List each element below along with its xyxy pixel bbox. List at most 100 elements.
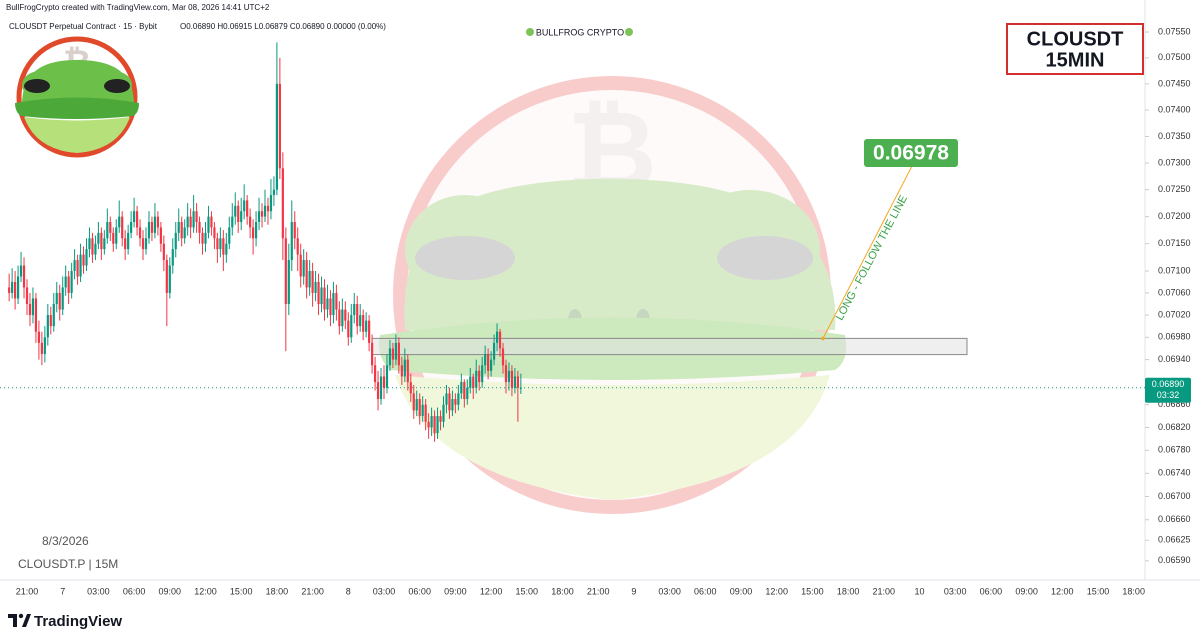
- x-tick-label: 15:00: [516, 586, 539, 596]
- candle-body: [451, 399, 454, 411]
- y-tick-label: 0.07200: [1158, 211, 1191, 221]
- target-point: [821, 336, 825, 341]
- candle-body: [400, 365, 403, 377]
- candle-body: [418, 399, 421, 417]
- y-tick-label: 0.06820: [1158, 422, 1191, 432]
- candle-body: [156, 216, 159, 228]
- candle-body: [28, 303, 32, 316]
- candle-body: [281, 168, 284, 239]
- candle-body: [201, 232, 204, 244]
- y-tick-label: 0.07350: [1158, 131, 1191, 141]
- x-tick-label: 21:00: [873, 586, 896, 596]
- candle-body: [141, 238, 145, 250]
- attribution: BullFrogCrypto created with TradingView.…: [6, 3, 270, 12]
- badge-symbol: CLOUSDT: [1027, 28, 1124, 50]
- candle-body: [341, 309, 344, 327]
- candle-body: [144, 238, 148, 250]
- x-tick-label: 12:00: [194, 586, 217, 596]
- target-line: [822, 165, 913, 339]
- candle-body: [427, 421, 430, 428]
- candle-body: [394, 342, 397, 360]
- candle-body: [484, 354, 487, 366]
- x-tick-label: 09:00: [444, 586, 467, 596]
- candle-body: [403, 359, 406, 377]
- candle-body: [43, 337, 46, 355]
- candle-body: [257, 211, 261, 223]
- candle-body: [58, 292, 61, 310]
- watermark-icon: [526, 28, 534, 36]
- x-tick-label: 8: [346, 586, 351, 596]
- candle-body: [495, 331, 499, 343]
- candle-body: [475, 370, 478, 388]
- x-tick-label: 9: [631, 586, 636, 596]
- y-tick-label: 0.07300: [1158, 157, 1191, 167]
- watermark-icon: [625, 28, 633, 36]
- candle-body: [332, 292, 335, 316]
- symbol-note: CLOUSDT.P | 15M: [18, 557, 118, 571]
- candle-body: [436, 416, 439, 434]
- y-tick-label: 0.06590: [1158, 555, 1191, 565]
- x-tick-label: 18:00: [551, 586, 574, 596]
- candle-body: [25, 287, 29, 304]
- candle-body: [127, 232, 130, 250]
- candle-body: [326, 298, 329, 310]
- candle-body: [344, 309, 347, 321]
- candle-body: [278, 83, 281, 169]
- x-tick-label: 21:00: [301, 586, 324, 596]
- candle-body: [308, 270, 311, 288]
- candle-body: [237, 205, 240, 223]
- x-tick-label: 18:00: [837, 586, 860, 596]
- countdown: 03:32: [1157, 390, 1180, 400]
- candle-body: [442, 404, 445, 422]
- plot-area: 0.07550 0.07500 0.07450 0.07400 0.07350 0.073…: [0, 26, 1191, 596]
- candle-body: [415, 399, 418, 411]
- y-tick-label: 0.06700: [1158, 491, 1191, 501]
- candle-body: [171, 249, 174, 266]
- candle-body: [186, 216, 189, 228]
- candle-body: [353, 303, 356, 316]
- candle-body: [82, 254, 85, 266]
- candle-body: [424, 404, 427, 422]
- candle-body: [49, 315, 52, 327]
- candle-body: [189, 216, 192, 228]
- candle-body: [240, 211, 243, 223]
- candle-body: [91, 238, 94, 255]
- candle-body: [460, 382, 463, 394]
- logo: ₿: [15, 36, 139, 158]
- candle-body: [266, 205, 270, 212]
- candle-body: [153, 216, 157, 233]
- candle-body: [94, 243, 97, 255]
- candle-body: [469, 376, 472, 388]
- candle-body: [421, 404, 424, 417]
- x-tick-label: 03:00: [87, 586, 110, 596]
- candle-body: [311, 270, 314, 293]
- y-tick-label: 0.06660: [1158, 514, 1191, 524]
- candle-body: [216, 238, 219, 250]
- candle-body: [19, 265, 23, 277]
- candle-body: [150, 222, 154, 233]
- candle-body: [385, 365, 389, 388]
- candle-body: [115, 227, 118, 244]
- watermark-text: BULLFROG CRYPTO: [536, 27, 624, 37]
- candle-body: [118, 216, 121, 228]
- candle-body: [510, 370, 514, 388]
- candle-body: [323, 287, 326, 310]
- candle-body: [106, 222, 109, 239]
- x-tick-label: 03:00: [373, 586, 396, 596]
- y-tick-label: 0.07500: [1158, 52, 1191, 62]
- candle-body: [516, 376, 519, 388]
- candle-body: [16, 276, 20, 299]
- brand: TradingView: [34, 613, 122, 630]
- y-tick-label: 0.07450: [1158, 78, 1191, 88]
- y-tick-label: 0.06940: [1158, 354, 1191, 364]
- candle-body: [219, 238, 222, 250]
- candle-body: [260, 211, 264, 217]
- target-label: 0.06978: [873, 142, 949, 165]
- x-tick-label: 12:00: [765, 586, 788, 596]
- candle-body: [359, 315, 362, 327]
- y-tick-label: 0.06740: [1158, 468, 1191, 478]
- candle-body: [338, 309, 341, 327]
- candle-body: [406, 359, 409, 383]
- candle-body: [198, 222, 201, 233]
- candle-body: [293, 222, 296, 239]
